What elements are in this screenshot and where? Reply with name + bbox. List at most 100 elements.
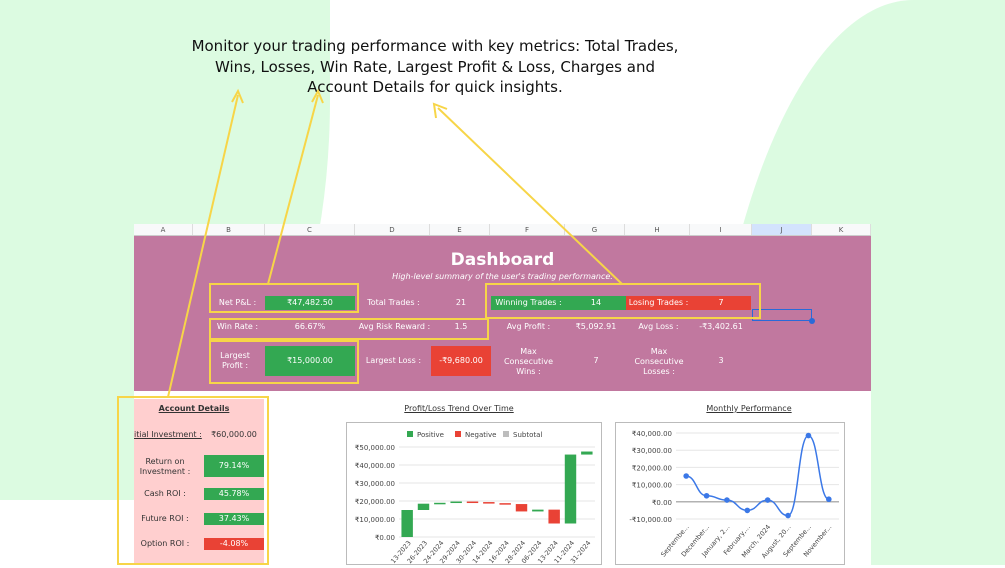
y-tick-label: ₹10,000.00 (355, 516, 395, 524)
column-a[interactable]: A (134, 224, 193, 235)
y-tick-label: ₹20,000.00 (632, 464, 672, 472)
legend-swatch (455, 431, 461, 437)
data-point (764, 497, 771, 503)
losing-trades-label: Losing Trades : (626, 296, 691, 310)
waterfall-bar (515, 504, 528, 512)
future-roi-value[interactable]: 37.43% (204, 513, 264, 525)
data-point (683, 473, 689, 479)
max-consecutive-losses-value[interactable]: 3 (718, 356, 724, 365)
roi-value[interactable]: 79.14% (204, 455, 264, 477)
highlight-box (209, 318, 489, 340)
data-point (703, 492, 710, 499)
column-j[interactable]: J (752, 224, 812, 235)
selected-cell[interactable] (752, 309, 812, 321)
option-roi-value[interactable]: -4.08% (204, 538, 264, 550)
waterfall-bar (417, 503, 430, 510)
waterfall-bar (564, 454, 577, 524)
column-e[interactable]: E (430, 224, 490, 235)
waterfall-bar (581, 451, 593, 455)
y-tick-label: ₹10,000.00 (632, 482, 672, 490)
y-tick-label: ₹0.00 (375, 534, 395, 542)
total-trades-value[interactable]: 21 (455, 298, 467, 307)
legend-label: Subtotal (513, 431, 542, 439)
y-tick-label: ₹40,000.00 (355, 462, 395, 470)
initial-investment-label: itial Investment : (134, 430, 202, 439)
initial-investment-value[interactable]: ₹60,000.00 (211, 430, 257, 439)
largest-loss-label: Largest Loss : (365, 356, 422, 365)
account-details-panel: Account Details itial Investment : ₹60,0… (134, 399, 264, 565)
losing-trades-value[interactable]: 7 (691, 296, 751, 310)
dashboard-title: Dashboard (450, 250, 555, 270)
y-tick-label: ₹20,000.00 (355, 498, 395, 506)
net-pl-value[interactable]: ₹47,482.50 (265, 296, 355, 310)
waterfall-bar (483, 502, 495, 504)
waterfall-bar (548, 509, 560, 524)
monthly-performance-chart[interactable]: -₹10,000.00 ₹0.00 ₹10,000.00 ₹20,000.00 ₹30,… (615, 422, 845, 565)
waterfall-bar (401, 510, 413, 537)
waterfall-bar (434, 502, 446, 505)
option-roi-label: Option ROI : (140, 539, 190, 548)
winning-trades-label: Winning Trades : (491, 296, 566, 310)
data-point (744, 507, 751, 514)
max-consecutive-wins-value[interactable]: 7 (593, 356, 599, 365)
y-tick-label: ₹40,000.00 (632, 430, 672, 438)
dashboard-subtitle: High-level summary of the user's trading… (392, 272, 613, 281)
avg-profit-value[interactable]: ₹5,092.91 (575, 322, 617, 331)
y-tick-label: ₹0.00 (652, 499, 672, 507)
data-point (785, 512, 791, 519)
highlight-box (485, 283, 761, 319)
waterfall-chart-title: Profit/Loss Trend Over Time (404, 404, 514, 413)
spreadsheet: A B C D E F G H I J K Dashboard High-lev… (134, 224, 871, 565)
data-point (826, 496, 832, 503)
roi-label: Return on Investment : (139, 457, 191, 476)
y-tick-label: ₹30,000.00 (632, 447, 672, 455)
waterfall-bar (450, 501, 462, 504)
account-details-title: Account Details (158, 404, 230, 413)
highlight-box (117, 396, 269, 565)
waterfall-bar (466, 501, 479, 504)
y-tick-label: ₹30,000.00 (355, 480, 395, 488)
legend-swatch (407, 431, 413, 437)
max-consecutive-losses-label: Max Consecutive Losses : (634, 347, 684, 376)
largest-profit-label: Largest Profit : (220, 351, 250, 370)
y-tick-label: -₹10,000.00 (629, 516, 672, 524)
largest-loss-value[interactable]: -₹9,680.00 (431, 346, 491, 376)
column-c[interactable]: C (265, 224, 355, 235)
waterfall-bar (499, 503, 511, 505)
avg-loss-value[interactable]: -₹3,402.61 (699, 322, 743, 331)
avg-risk-reward-value[interactable]: 1.5 (454, 322, 468, 331)
win-rate-value[interactable]: 66.67% (294, 322, 326, 331)
win-rate-label: Win Rate : (216, 322, 259, 331)
cash-roi-value[interactable]: 45.78% (204, 488, 264, 500)
avg-risk-reward-label: Avg Risk Reward : (358, 322, 431, 331)
monthly-chart-title: Monthly Performance (706, 404, 792, 413)
column-g[interactable]: G (565, 224, 625, 235)
total-trades-label: Total Trades : (367, 298, 420, 307)
largest-profit-value[interactable]: ₹15,000.00 (265, 346, 355, 376)
net-pl-label: Net P&L : (218, 298, 257, 307)
legend-label: Positive (417, 431, 444, 439)
column-header-row: A B C D E F G H I J K (134, 224, 871, 236)
column-i[interactable]: I (690, 224, 752, 235)
winning-trades-value[interactable]: 14 (566, 296, 626, 310)
avg-loss-label: Avg Loss : (638, 322, 679, 331)
cash-roi-label: Cash ROI : (144, 489, 186, 498)
column-h[interactable]: H (625, 224, 690, 235)
dashboard-panel: Dashboard High-level summary of the user… (134, 236, 871, 391)
highlight-box (209, 340, 359, 384)
column-k[interactable]: K (812, 224, 871, 235)
column-b[interactable]: B (193, 224, 265, 235)
fill-handle[interactable] (809, 318, 815, 324)
caption: Monitor your trading performance with ke… (191, 37, 679, 96)
data-point (724, 497, 730, 503)
legend-swatch (503, 431, 509, 437)
y-tick-label: ₹50,000.00 (355, 444, 395, 452)
avg-profit-label: Avg Profit : (506, 322, 551, 331)
max-consecutive-wins-label: Max Consecutive Wins : (503, 347, 554, 376)
column-d[interactable]: D (355, 224, 430, 235)
waterfall-bar (532, 509, 544, 512)
waterfall-chart[interactable]: ₹0.00 ₹10,000.00 ₹20,000.00 ₹30,000.00 ₹40,0… (346, 422, 602, 565)
highlight-box (209, 283, 359, 313)
data-point (805, 432, 812, 439)
